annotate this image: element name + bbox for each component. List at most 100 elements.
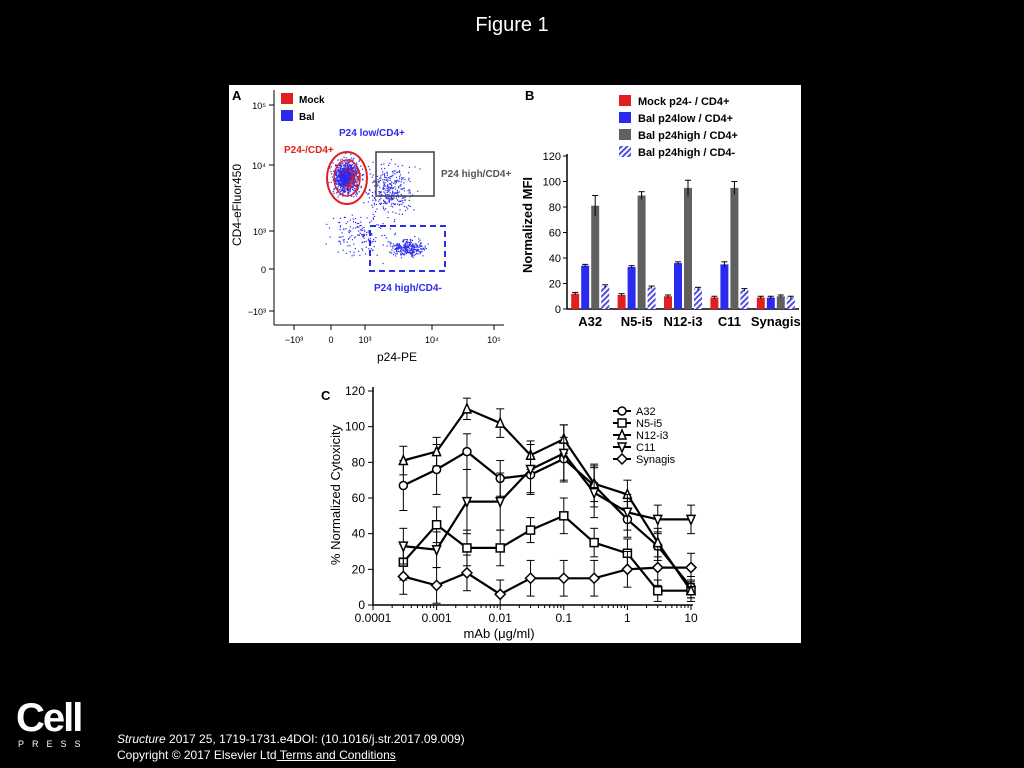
terms-link[interactable]: Terms and Conditions (276, 748, 396, 762)
event-dot (406, 248, 408, 251)
citation-copyright: Copyright © 2017 Elsevier Ltd (117, 748, 277, 762)
event-dot (412, 249, 414, 251)
event-dot (340, 236, 342, 238)
event-dot (341, 171, 343, 173)
event-dot (359, 254, 361, 256)
event-dot (372, 218, 375, 220)
event-dot (342, 184, 344, 186)
event-dot (370, 248, 372, 250)
event-dot (398, 201, 400, 203)
event-dot (356, 186, 358, 189)
event-dot (340, 243, 342, 245)
event-dot (341, 176, 343, 178)
event-dot (410, 253, 413, 255)
event-dot (325, 243, 327, 245)
event-dot (402, 249, 404, 251)
event-dot (350, 175, 352, 177)
event-dot (374, 240, 376, 242)
event-dot (389, 183, 391, 185)
event-dot (394, 183, 396, 185)
event-dot (362, 179, 364, 181)
event-dot (363, 229, 365, 231)
event-dot (350, 176, 352, 178)
category-label: C11 (718, 314, 741, 329)
event-dot (338, 171, 340, 173)
event-dot (345, 162, 347, 164)
event-dot (339, 166, 341, 168)
marker-triangle-down (558, 448, 569, 461)
event-dot (391, 170, 394, 173)
event-dot (374, 181, 376, 183)
event-dot (336, 177, 338, 179)
panel-b-y-tick-label: 120 (543, 151, 561, 163)
event-dot (398, 245, 400, 247)
event-dot (369, 238, 372, 240)
event-dot (353, 174, 355, 176)
event-dot (410, 245, 412, 247)
event-dot (342, 249, 344, 251)
event-dot (343, 216, 346, 218)
event-dot (372, 174, 374, 176)
event-dot (340, 185, 342, 187)
event-dot (341, 178, 343, 180)
event-dot (389, 251, 391, 253)
event-dot (391, 203, 393, 205)
event-dot (384, 202, 386, 204)
event-dot (348, 189, 350, 191)
event-dot (382, 187, 384, 190)
event-dot (347, 168, 350, 170)
event-dot (391, 181, 393, 183)
panel-c-y-tick-label: 20 (352, 562, 366, 576)
event-dot (366, 232, 368, 234)
event-dot (404, 251, 406, 253)
event-dot (375, 237, 377, 239)
event-dot (335, 173, 337, 175)
event-dot (354, 193, 356, 195)
event-dot (344, 216, 346, 219)
event-dot (423, 248, 425, 250)
event-dot (400, 247, 402, 249)
event-dot (336, 167, 338, 169)
event-dot (346, 169, 348, 172)
event-dot (417, 253, 419, 255)
event-dot (388, 186, 390, 188)
event-dot (381, 174, 383, 176)
event-dot (346, 184, 348, 186)
event-dot (337, 168, 339, 171)
event-dot (364, 234, 366, 236)
event-dot (377, 181, 379, 183)
event-dot (339, 229, 341, 231)
event-dot (356, 192, 358, 194)
event-dot (347, 238, 350, 240)
event-dot (351, 169, 353, 171)
event-dot (357, 226, 359, 228)
marker-diamond (615, 452, 629, 466)
bar (674, 263, 682, 309)
event-dot (354, 175, 356, 177)
event-dot (350, 230, 352, 232)
event-dot (347, 221, 349, 223)
event-dot (411, 255, 413, 257)
event-dot (387, 241, 389, 243)
event-dot (394, 173, 396, 175)
event-dot (345, 152, 347, 154)
event-dot (405, 244, 407, 246)
event-dot (340, 179, 342, 181)
event-dot (352, 186, 354, 188)
event-dot (347, 245, 349, 247)
event-dot (344, 172, 346, 174)
marker-diamond (460, 566, 474, 579)
event-dot (395, 253, 397, 255)
event-dot (392, 190, 394, 192)
event-dot (345, 172, 347, 174)
event-dot (412, 250, 415, 252)
event-dot (397, 192, 399, 194)
event-dot (362, 178, 364, 180)
event-dot (413, 249, 415, 251)
event-dot (386, 188, 389, 190)
panel-c-x-tick-label: 0.0001 (355, 611, 392, 625)
event-dot (335, 177, 337, 179)
event-dot (333, 192, 335, 195)
event-dot (403, 250, 405, 252)
